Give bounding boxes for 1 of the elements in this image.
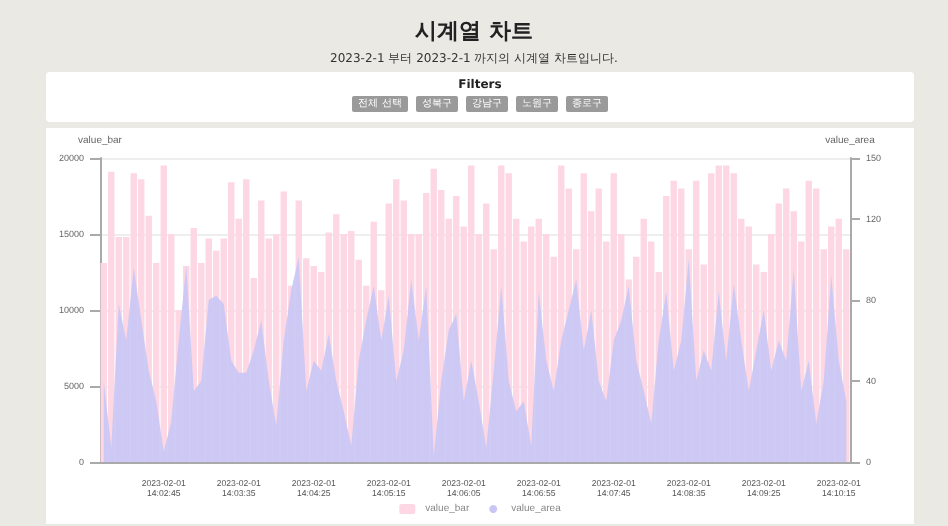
- chart-title: 시계열 차트: [413, 16, 535, 46]
